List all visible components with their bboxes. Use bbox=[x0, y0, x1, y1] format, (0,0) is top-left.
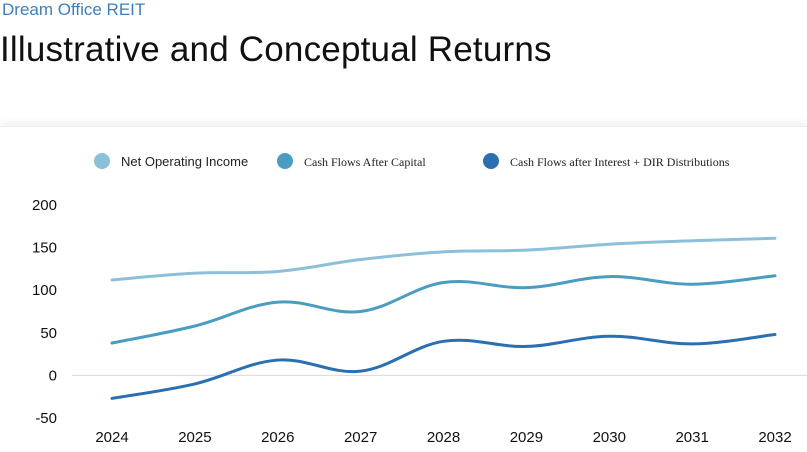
legend-label: Net Operating Income bbox=[121, 154, 248, 169]
company-name: Dream Office REIT bbox=[2, 0, 146, 19]
y-tick-label: 0 bbox=[49, 367, 57, 384]
chart-card bbox=[0, 126, 807, 452]
chart-axes: 200 150 100 50 0 -50 2024 2025 2026 2027 2028 2029 2… bbox=[32, 197, 807, 446]
x-tick-label: 2026 bbox=[261, 429, 294, 446]
x-tick-label: 2029 bbox=[510, 429, 543, 446]
y-tick-label: 50 bbox=[40, 325, 57, 342]
series-line-3 bbox=[110, 333, 777, 400]
x-tick-label: 2032 bbox=[758, 429, 791, 446]
series-line-2 bbox=[110, 274, 777, 345]
y-tick-label: 200 bbox=[32, 197, 57, 214]
chart-legend: Net Operating Income Cash Flows After Cap… bbox=[94, 153, 730, 169]
legend-label: Cash Flows After Capital bbox=[304, 155, 426, 169]
page-title: Illustrative and Conceptual Returns bbox=[0, 30, 552, 69]
y-tick-label: 100 bbox=[32, 282, 57, 299]
x-tick-label: 2028 bbox=[427, 429, 460, 446]
series-line-1 bbox=[110, 236, 777, 282]
x-tick-label: 2030 bbox=[593, 429, 626, 446]
legend-marker bbox=[94, 153, 110, 169]
x-tick-label: 2024 bbox=[95, 429, 128, 446]
y-tick-label: -50 bbox=[35, 410, 57, 427]
x-tick-label: 2031 bbox=[675, 429, 708, 446]
legend-item-3: Cash Flows after Interest + DIR Distribu… bbox=[483, 153, 730, 169]
y-tick-label: 150 bbox=[32, 240, 57, 257]
legend-label: Cash Flows after Interest + DIR Distribu… bbox=[510, 155, 730, 169]
x-tick-label: 2025 bbox=[178, 429, 211, 446]
x-tick-label: 2027 bbox=[344, 429, 377, 446]
legend-marker bbox=[483, 153, 499, 169]
legend-item-1: Net Operating Income bbox=[94, 153, 248, 169]
legend-marker bbox=[277, 153, 293, 169]
legend-item-2: Cash Flows After Capital bbox=[277, 153, 426, 169]
chart-series bbox=[110, 236, 777, 400]
